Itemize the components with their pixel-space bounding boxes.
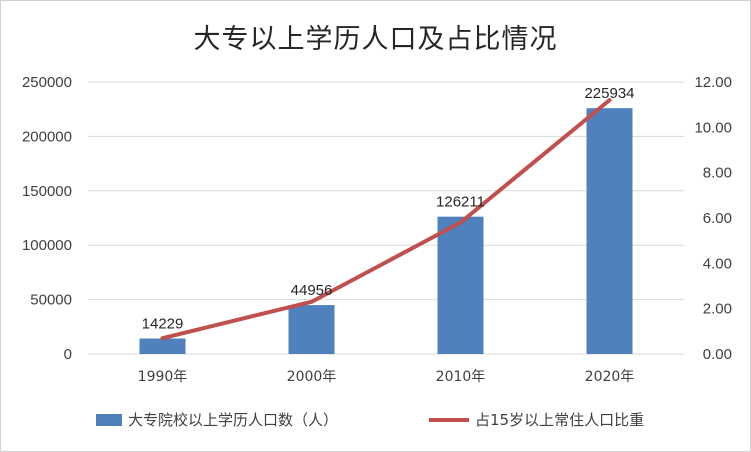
x-tick-label: 2020年 [585, 369, 635, 385]
data-label: 14229 [142, 316, 184, 333]
y2-tick-label: 12.00 [694, 74, 732, 91]
y-tick-label: 150000 [22, 183, 72, 200]
legend-label-line: 占15岁以上常住人口比重 [475, 411, 645, 429]
chart-title: 大专以上学历人口及占比情况 [193, 24, 558, 55]
series-line [160, 98, 612, 341]
y-tick-label: 50000 [30, 292, 72, 309]
y2-tick-label: 6.00 [703, 210, 732, 227]
x-tick-label: 2010年 [436, 369, 486, 385]
bar [437, 216, 484, 354]
data-label: 225934 [584, 85, 634, 102]
legend-label-bars: 大专院校以上学历人口数（人） [128, 411, 339, 429]
bar [288, 305, 335, 354]
x-tick-label: 1990年 [138, 369, 188, 385]
y-tick-label: 100000 [22, 237, 72, 254]
legend-item-bars: 大专院校以上学历人口数（人） [96, 409, 338, 430]
bar [586, 108, 633, 354]
legend-swatch-bars [96, 413, 122, 426]
x-tick-label: 2000年 [287, 369, 337, 385]
y2-tick-label: 4.00 [703, 255, 732, 272]
bar [139, 338, 186, 354]
y-tick-label: 200000 [22, 128, 72, 145]
data-label: 126211 [436, 194, 485, 211]
legend-item-line: 占15岁以上常住人口比重 [429, 409, 644, 430]
y2-tick-label: 10.00 [694, 119, 732, 136]
legend-swatch-line [429, 417, 469, 422]
data-label: 44956 [291, 282, 333, 299]
y2-tick-label: 2.00 [703, 301, 732, 318]
y2-tick-label: 0.00 [703, 346, 732, 363]
y-tick-label: 0 [64, 346, 72, 363]
y2-tick-label: 8.00 [703, 165, 732, 182]
chart-legend: 大专院校以上学历人口数（人） 占15岁以上常住人口比重 [1, 409, 750, 433]
y-tick-label: 250000 [22, 74, 72, 91]
